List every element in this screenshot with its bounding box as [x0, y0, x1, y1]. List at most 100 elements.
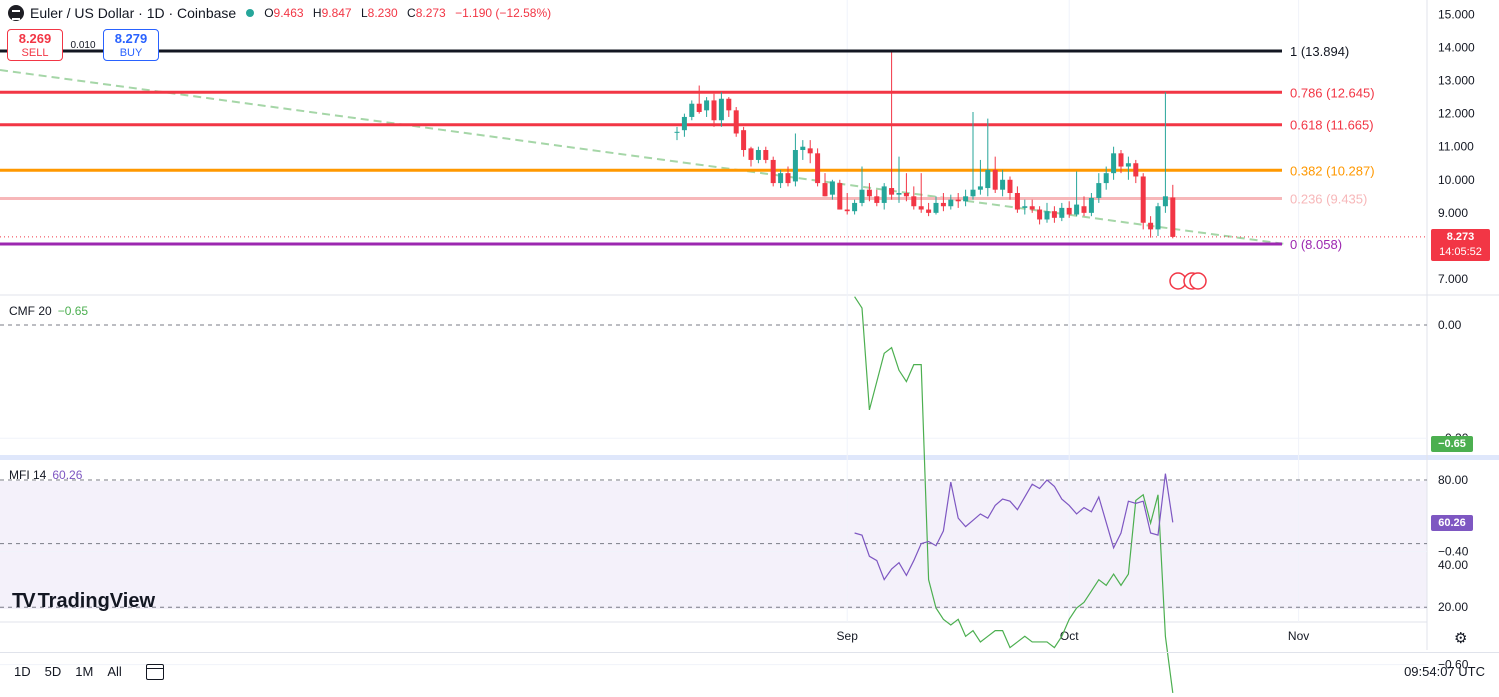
candle-body [985, 169, 991, 189]
utc-clock[interactable]: 09:54:07 UTC [1404, 664, 1485, 679]
candle-body [940, 202, 946, 207]
pane-separator-selected [0, 455, 1499, 460]
candle-body [837, 183, 843, 210]
symbol-title[interactable]: Euler / US Dollar · 1D · Coinbase [30, 5, 237, 21]
candle-body [785, 173, 791, 184]
candle-body [1088, 197, 1094, 213]
candle-body [748, 148, 754, 160]
candle-body [1118, 153, 1124, 167]
candle-body [1081, 206, 1087, 213]
candle-body [1125, 163, 1131, 167]
mfi-line [854, 473, 1174, 581]
mfi-legend[interactable]: MFI 14 60.26 [9, 468, 83, 482]
candle-body [955, 199, 961, 202]
fib-level-label: 0.618 (11.665) [1290, 118, 1374, 133]
candle-body [681, 116, 687, 131]
candle-body [1170, 197, 1176, 237]
range-button-1m[interactable]: 1M [75, 664, 94, 679]
candle-body [963, 196, 969, 202]
candle-body [1074, 204, 1080, 215]
calendar-icon[interactable] [145, 663, 164, 680]
cmf-tick-label: −0.40 [1438, 544, 1469, 558]
candle-body [829, 181, 835, 195]
price-tick-label: 7.000 [1438, 272, 1468, 286]
candle-body [844, 209, 850, 212]
candle-body [711, 100, 717, 121]
candle-body [866, 189, 872, 197]
fib-level-label: 0.236 (9.435) [1290, 191, 1367, 206]
candle-body [1096, 183, 1102, 198]
cmf-legend[interactable]: CMF 20 −0.65 [9, 304, 89, 318]
candle-body [815, 153, 821, 184]
candle-body [881, 186, 887, 203]
candle-body [874, 196, 880, 203]
candle-body [718, 98, 724, 121]
candle-body [1140, 176, 1146, 223]
candle-body [992, 169, 998, 190]
candle-body [889, 188, 895, 195]
candle-body [903, 193, 909, 197]
last-price-tag: 8.273 14:05:52 [1431, 229, 1490, 261]
fib-level-label: 0.786 (12.645) [1290, 85, 1375, 100]
ohlc-readout: O9.463 H9.847 L8.230 C8.273 −1.190 (−12.… [264, 6, 552, 20]
trade-panel: 8.269 SELL 0.010 8.279 BUY [7, 29, 159, 61]
mfi-tick-label: 80.00 [1438, 473, 1468, 487]
candle-body [1059, 207, 1065, 218]
candle-body [852, 202, 858, 212]
settings-gear-icon[interactable]: ⚙ [1454, 630, 1468, 647]
candle-body [918, 206, 924, 210]
candle-body [822, 183, 828, 197]
time-tick-label: Nov [1288, 629, 1309, 643]
tradingview-logo: TV TradingView [12, 590, 156, 612]
market-status-icon [246, 9, 255, 17]
bottom-toolbar: 1D 5D 1M All 09:54:07 UTC [0, 652, 1499, 690]
euler-logo-icon [8, 5, 24, 21]
spread-value: 0.010 [70, 39, 96, 51]
price-tick-label: 13.000 [1438, 74, 1475, 88]
cmf-tick-label: −0.60 [1438, 658, 1469, 672]
tradingview-mark-icon: TV [12, 590, 36, 612]
symbol-header: Euler / US Dollar · 1D · Coinbase O9.463… [8, 5, 557, 21]
candle-body [1022, 206, 1028, 208]
candle-body [1037, 209, 1043, 220]
candle-body [755, 150, 761, 160]
candle-body [1066, 207, 1072, 215]
change-readout: −1.190 (−12.58%) [455, 6, 552, 20]
candle-body [977, 186, 983, 190]
event-flag-icon [1189, 272, 1207, 290]
price-tick-label: 12.000 [1438, 107, 1475, 121]
cmf-line [854, 296, 1174, 693]
candle-body [970, 189, 976, 197]
candle-body [741, 130, 747, 151]
sell-button[interactable]: 8.269 SELL [7, 29, 63, 61]
buy-button[interactable]: 8.279 BUY [103, 29, 159, 61]
candle-body [1014, 193, 1020, 210]
time-tick-label: Sep [837, 629, 859, 643]
price-tick-label: 11.000 [1438, 140, 1474, 154]
mfi-value-tag: 60.26 [1431, 515, 1473, 531]
range-button-5d[interactable]: 5D [44, 664, 62, 679]
candle-body [807, 148, 813, 154]
candle-body [1007, 179, 1013, 194]
cmf-tick-label: 0.00 [1438, 318, 1462, 332]
candle-body [763, 150, 769, 160]
price-tick-label: 10.000 [1438, 173, 1475, 187]
fib-level-label: 0.382 (10.287) [1290, 163, 1375, 178]
time-tick-label: Oct [1060, 629, 1079, 643]
price-tick-label: 15.000 [1438, 7, 1475, 21]
candle-body [1111, 153, 1117, 174]
price-tick-label: 9.000 [1438, 206, 1468, 220]
candle-body [792, 150, 798, 182]
mfi-tick-label: 40.00 [1438, 558, 1468, 572]
candle-body [696, 103, 702, 112]
candle-body [859, 189, 865, 203]
range-button-all[interactable]: All [107, 664, 122, 679]
candle-body [1133, 163, 1139, 177]
range-button-1d[interactable]: 1D [14, 664, 31, 679]
candle-body [1000, 179, 1006, 190]
fib-level-label: 1 (13.894) [1290, 44, 1349, 59]
candle-body [948, 199, 954, 207]
candle-body [674, 131, 680, 133]
candle-body [1162, 196, 1168, 207]
